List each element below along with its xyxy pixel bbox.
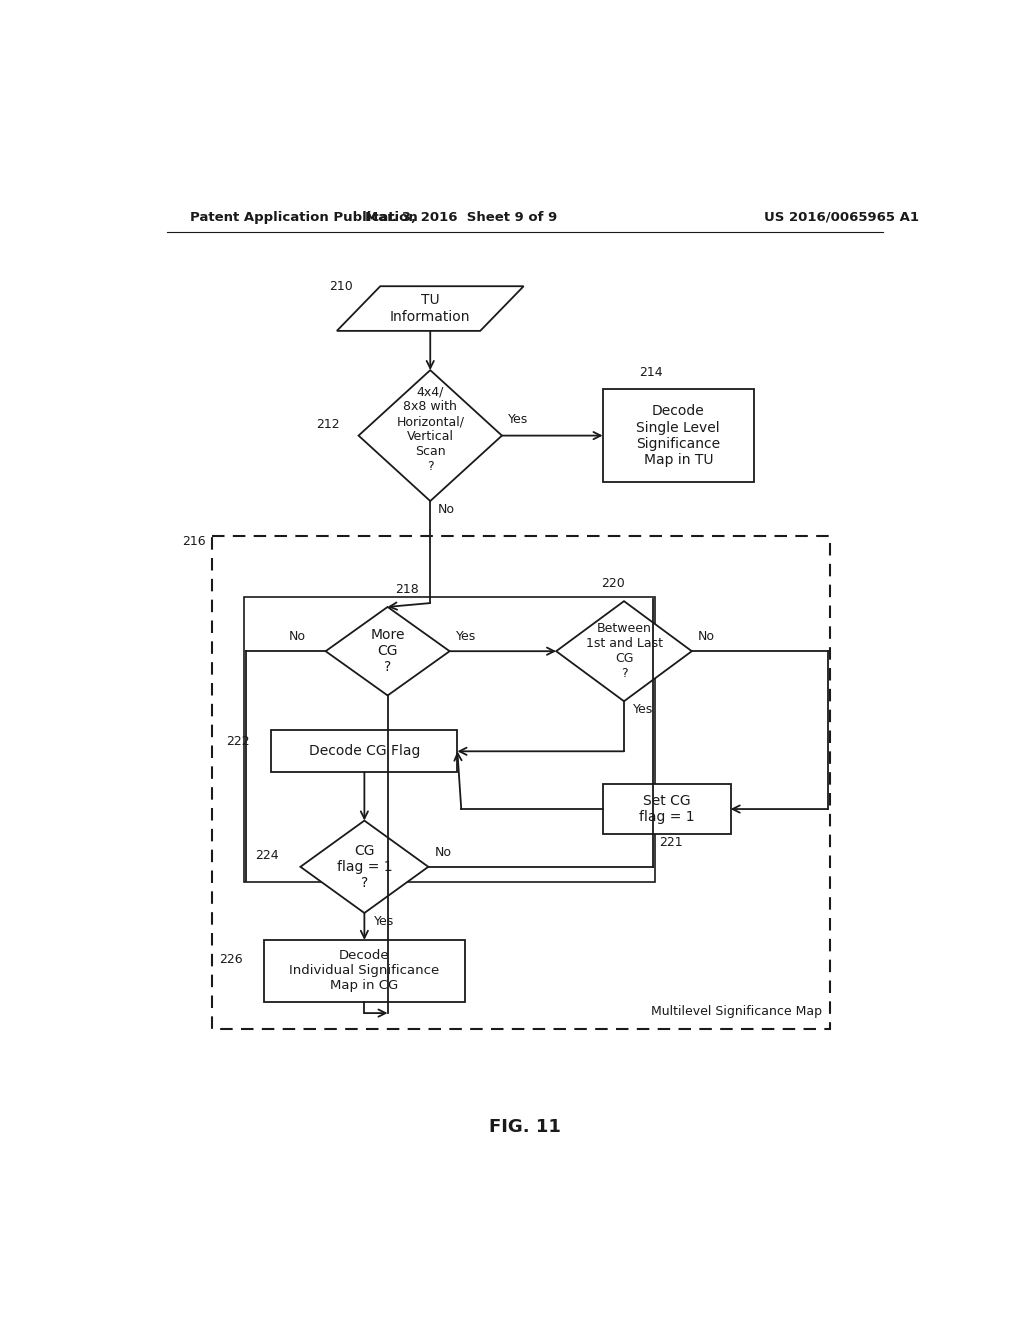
Text: CG
flag = 1
?: CG flag = 1 ? [337, 843, 392, 890]
Text: Yes: Yes [456, 631, 476, 643]
Text: More
CG
?: More CG ? [371, 628, 404, 675]
Text: Patent Application Publication: Patent Application Publication [190, 211, 418, 224]
Text: No: No [698, 631, 715, 643]
Text: 222: 222 [226, 735, 250, 748]
Text: Multilevel Significance Map: Multilevel Significance Map [651, 1005, 822, 1018]
Bar [263, 940, 465, 1002]
Text: 4x4/
8x8 with
Horizontal/
Vertical
Scan
?: 4x4/ 8x8 with Horizontal/ Vertical Scan … [396, 385, 464, 474]
Text: 220: 220 [601, 577, 625, 590]
Text: 210: 210 [329, 280, 353, 293]
Polygon shape [358, 370, 502, 502]
Text: Decode CG Flag: Decode CG Flag [308, 744, 420, 758]
Text: TU
Information: TU Information [390, 293, 470, 323]
Text: US 2016/0065965 A1: US 2016/0065965 A1 [764, 211, 919, 224]
Text: 212: 212 [316, 418, 340, 430]
Text: Decode
Individual Significance
Map in CG: Decode Individual Significance Map in CG [289, 949, 439, 993]
Text: Set CG
flag = 1: Set CG flag = 1 [639, 793, 694, 824]
Text: 214: 214 [640, 366, 664, 379]
Polygon shape [300, 821, 428, 913]
Polygon shape [326, 607, 450, 696]
Text: Mar. 3, 2016  Sheet 9 of 9: Mar. 3, 2016 Sheet 9 of 9 [366, 211, 557, 224]
Text: Between
1st and Last
CG
?: Between 1st and Last CG ? [586, 622, 663, 680]
Bar [245, 597, 655, 882]
Text: 218: 218 [395, 583, 419, 597]
Text: Yes: Yes [633, 702, 653, 715]
Text: 224: 224 [255, 849, 280, 862]
Text: No: No [438, 503, 455, 516]
Text: 226: 226 [219, 953, 243, 966]
Text: No: No [289, 631, 305, 643]
Polygon shape [337, 286, 523, 331]
Text: Yes: Yes [374, 915, 394, 928]
Text: Yes: Yes [508, 413, 528, 426]
Polygon shape [556, 601, 692, 701]
Bar [603, 389, 754, 482]
Bar [603, 784, 730, 834]
Text: 216: 216 [182, 535, 206, 548]
Text: No: No [434, 846, 452, 859]
Bar [271, 730, 458, 772]
Bar [212, 536, 830, 1028]
Text: 221: 221 [658, 837, 683, 849]
Text: FIG. 11: FIG. 11 [488, 1118, 561, 1137]
Text: Decode
Single Level
Significance
Map in TU: Decode Single Level Significance Map in … [636, 404, 720, 467]
